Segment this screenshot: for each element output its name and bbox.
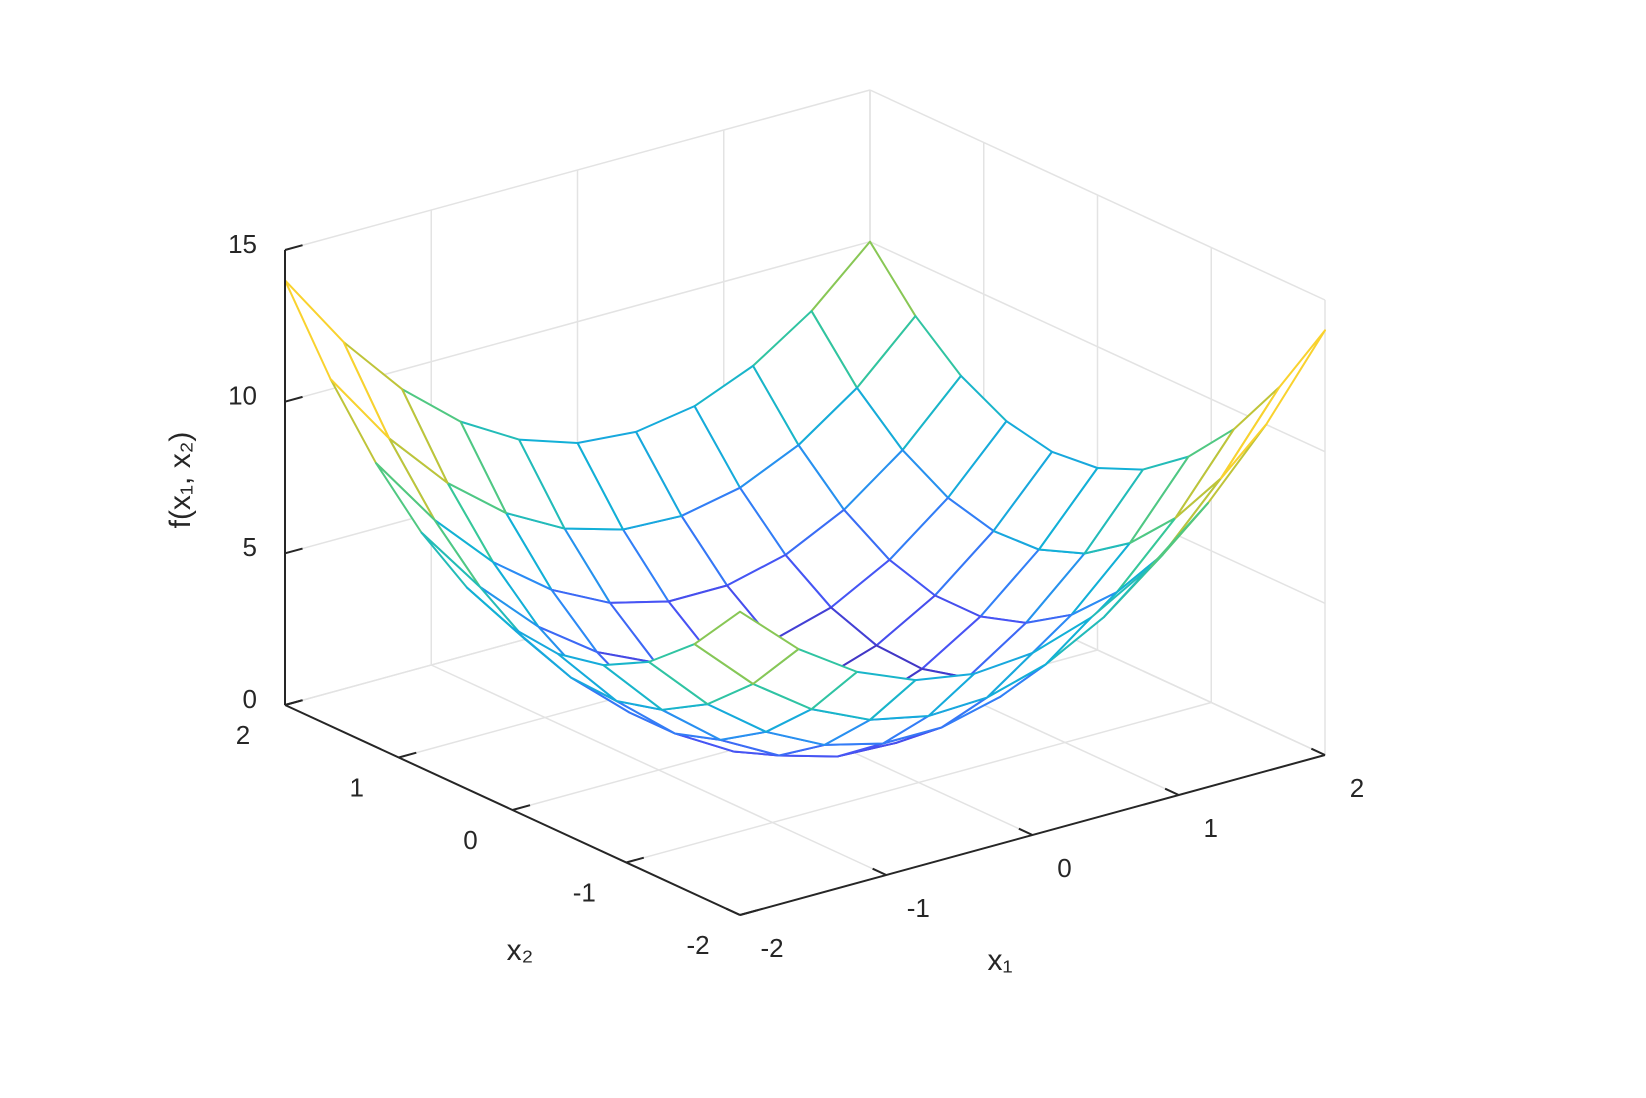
y-tick-label: 2 xyxy=(236,720,250,750)
z-tick-label: 15 xyxy=(228,229,257,259)
x-tick-label: 1 xyxy=(1204,813,1218,843)
x-tick-label: -2 xyxy=(760,933,783,963)
y-axis-label: x₂ xyxy=(507,934,534,967)
x-tick xyxy=(725,907,741,916)
mesh-cell xyxy=(284,279,390,440)
y-tick-label: 0 xyxy=(463,825,477,855)
surface-layer xyxy=(284,240,1326,758)
x-tick xyxy=(872,867,887,876)
grid-line xyxy=(284,89,871,251)
x-tick xyxy=(1310,747,1326,756)
y-tick xyxy=(739,909,758,916)
x-tick xyxy=(1164,787,1180,796)
z-tick xyxy=(284,547,303,555)
z-tick xyxy=(284,395,303,403)
x-axis-label: x₁ xyxy=(987,944,1012,977)
axes-layer: -2 -1 0 1 2 -2 -1 0 1 2 0 5 10 15 xyxy=(228,229,1364,963)
y-tick-label: -1 xyxy=(573,877,596,907)
y-tick xyxy=(625,856,645,864)
grid-line xyxy=(626,701,1212,864)
y-tick xyxy=(512,804,531,811)
grid-line xyxy=(869,89,1326,301)
y-tick-label: 1 xyxy=(350,772,364,802)
z-axis-label: f(x₁, x₂) xyxy=(164,432,197,529)
z-tick xyxy=(284,244,303,251)
y-tick-label: -2 xyxy=(686,930,709,960)
x-tick-label: 0 xyxy=(1057,853,1071,883)
mesh-cell xyxy=(1220,329,1326,480)
z-tick-label: 10 xyxy=(228,381,257,411)
mesh-cell xyxy=(693,610,800,685)
x-tick xyxy=(1018,827,1033,836)
x-tick-label: 2 xyxy=(1350,773,1364,803)
x-tick-label: -1 xyxy=(907,893,930,923)
z-tick-label: 5 xyxy=(243,532,257,562)
y-tick xyxy=(398,751,417,759)
z-tick xyxy=(284,699,303,706)
z-tick-label: 0 xyxy=(243,684,257,714)
